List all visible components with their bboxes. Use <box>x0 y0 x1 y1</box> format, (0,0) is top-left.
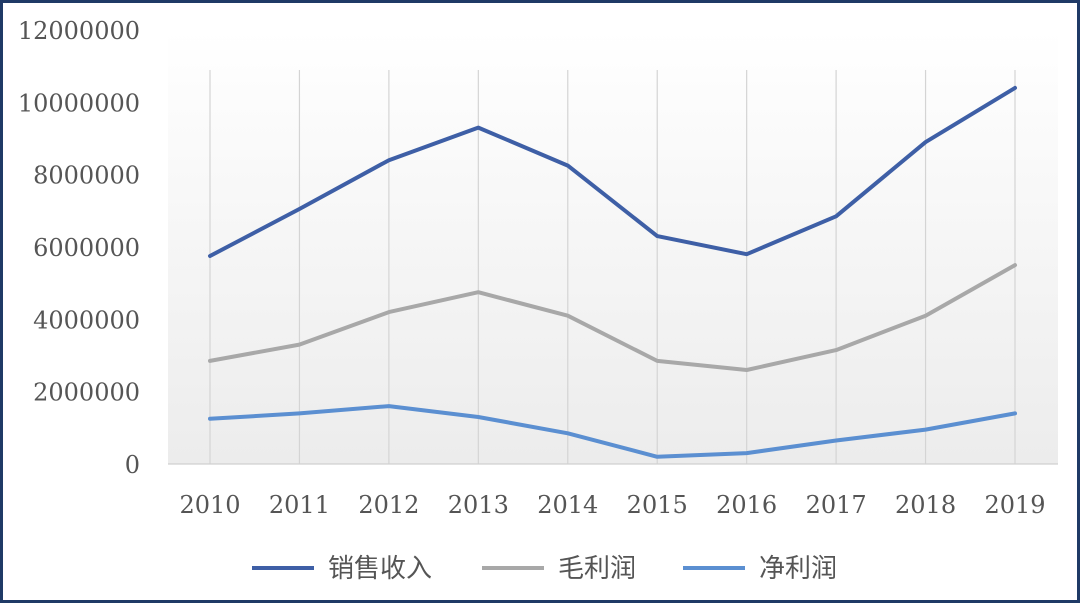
series-line <box>208 404 1017 459</box>
x-axis-ticks: 2010 2011 2012 2013 2014 2015 2016 2017 2018 2019 <box>179 491 1045 519</box>
x-tick-label: 2019 <box>984 491 1045 519</box>
x-tick-label: 2014 <box>537 491 598 519</box>
y-tick-label: 4000000 <box>33 306 140 334</box>
plot-area <box>168 30 1058 464</box>
series-lines <box>208 85 1017 459</box>
y-tick-label: 0 <box>125 451 140 479</box>
legend-label: 净利润 <box>759 554 837 584</box>
x-tick-label: 2016 <box>716 491 777 519</box>
y-tick-label: 6000000 <box>33 234 140 262</box>
series-line <box>208 85 1017 258</box>
y-axis-ticks: 0 2000000 4000000 6000000 8000000 10000000 120… <box>18 17 140 479</box>
x-tick-label: 2017 <box>806 491 867 519</box>
x-tick-label: 2012 <box>358 491 419 519</box>
x-tick-label: 2010 <box>179 491 240 519</box>
x-tick-label: 2018 <box>895 491 956 519</box>
legend-label: 毛利润 <box>558 554 636 584</box>
x-tick-label: 2015 <box>627 491 688 519</box>
x-tick-label: 2013 <box>448 491 509 519</box>
y-tick-label: 8000000 <box>33 162 140 190</box>
x-tick-label: 2011 <box>269 491 330 519</box>
legend-label: 销售收入 <box>328 554 432 584</box>
series-line <box>208 263 1017 372</box>
y-tick-label: 2000000 <box>33 379 140 407</box>
y-tick-label: 10000000 <box>18 89 140 117</box>
legend: 销售收入 毛利润 净利润 <box>252 554 837 584</box>
y-tick-label: 12000000 <box>18 17 140 45</box>
